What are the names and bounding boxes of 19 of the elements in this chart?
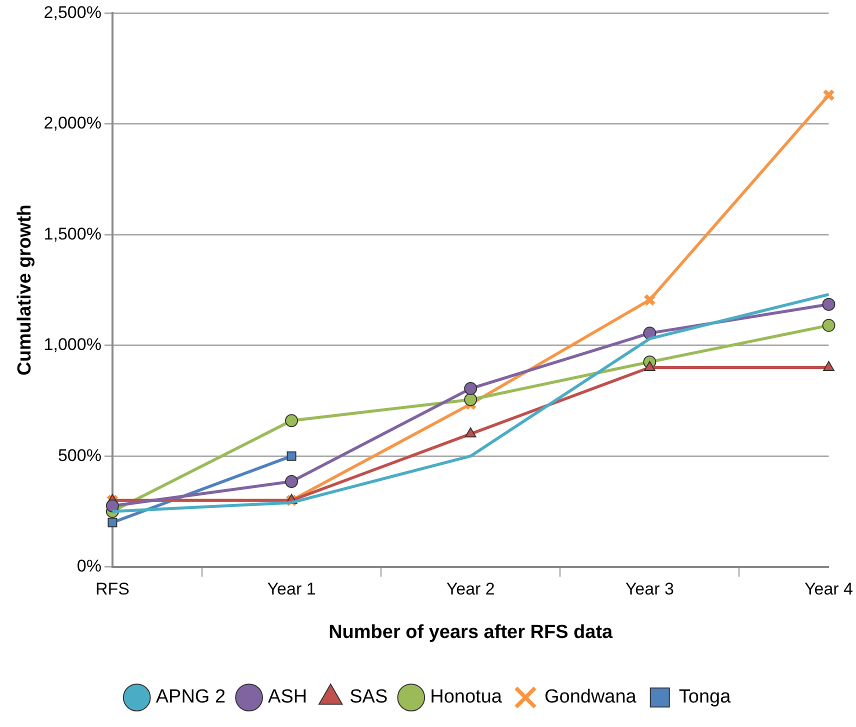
x-tick-label: Year 4 [804,580,853,599]
y-tick-label: 2,000% [44,114,102,133]
legend-label: Tonga [678,686,732,708]
legend-label: Honotua [430,686,502,708]
y-tick-label: 0% [76,556,102,576]
x-tick-label: Year 2 [446,580,495,599]
x-tick-label: Year 1 [267,580,316,599]
legend-label: SAS [350,686,388,708]
x-tick-label: RFS [95,580,130,599]
legend-label: Gondwana [544,686,637,708]
x-tick-label: Year 3 [625,580,674,599]
y-tick-label: 500% [58,446,102,465]
y-tick-label: 1,500% [44,224,102,244]
legend-label: ASH [268,686,308,708]
x-axis-title: Number of years after RFS data [328,622,614,643]
y-tick-label: 2,500% [44,2,102,22]
y-axis-title: Cumulative growth [14,204,36,376]
y-tick-label: 1,000% [44,335,102,354]
legend-label: APNG 2 [156,686,226,708]
